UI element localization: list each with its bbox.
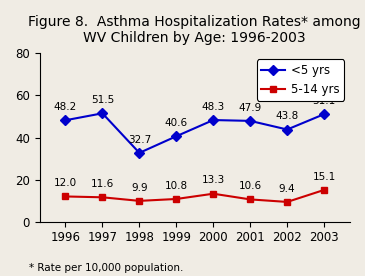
Text: 40.6: 40.6: [165, 118, 188, 128]
Line: 5-14 yrs: 5-14 yrs: [62, 187, 328, 205]
<5 yrs: [211, 118, 215, 122]
Text: 9.9: 9.9: [131, 182, 148, 193]
5-14 yrs: [248, 198, 253, 201]
Text: 48.3: 48.3: [201, 102, 225, 112]
Line: <5 yrs: <5 yrs: [62, 110, 328, 156]
Text: 51.5: 51.5: [91, 95, 114, 105]
Text: 10.8: 10.8: [165, 181, 188, 191]
Text: 43.8: 43.8: [276, 111, 299, 121]
Text: 10.6: 10.6: [239, 181, 262, 191]
Text: 48.2: 48.2: [54, 102, 77, 112]
5-14 yrs: [285, 200, 289, 204]
Text: 12.0: 12.0: [54, 178, 77, 188]
Text: 51.1: 51.1: [312, 96, 336, 106]
Legend: <5 yrs, 5-14 yrs: <5 yrs, 5-14 yrs: [257, 59, 344, 100]
5-14 yrs: [137, 199, 142, 203]
<5 yrs: [137, 151, 142, 155]
5-14 yrs: [174, 197, 178, 201]
<5 yrs: [322, 113, 326, 116]
<5 yrs: [248, 119, 253, 123]
5-14 yrs: [100, 196, 105, 199]
Text: 32.7: 32.7: [128, 134, 151, 145]
<5 yrs: [174, 135, 178, 138]
Text: * Rate per 10,000 population.: * Rate per 10,000 population.: [29, 263, 184, 273]
<5 yrs: [285, 128, 289, 131]
5-14 yrs: [322, 188, 326, 192]
Text: 15.1: 15.1: [312, 172, 336, 182]
5-14 yrs: [63, 195, 68, 198]
<5 yrs: [63, 119, 68, 122]
Text: 11.6: 11.6: [91, 179, 114, 189]
Text: 47.9: 47.9: [239, 103, 262, 113]
Text: 9.4: 9.4: [279, 184, 296, 193]
5-14 yrs: [211, 192, 215, 195]
Title: Figure 8.  Asthma Hospitalization Rates* among
WV Children by Age: 1996-2003: Figure 8. Asthma Hospitalization Rates* …: [28, 15, 361, 45]
Text: 13.3: 13.3: [201, 175, 225, 185]
<5 yrs: [100, 112, 105, 115]
